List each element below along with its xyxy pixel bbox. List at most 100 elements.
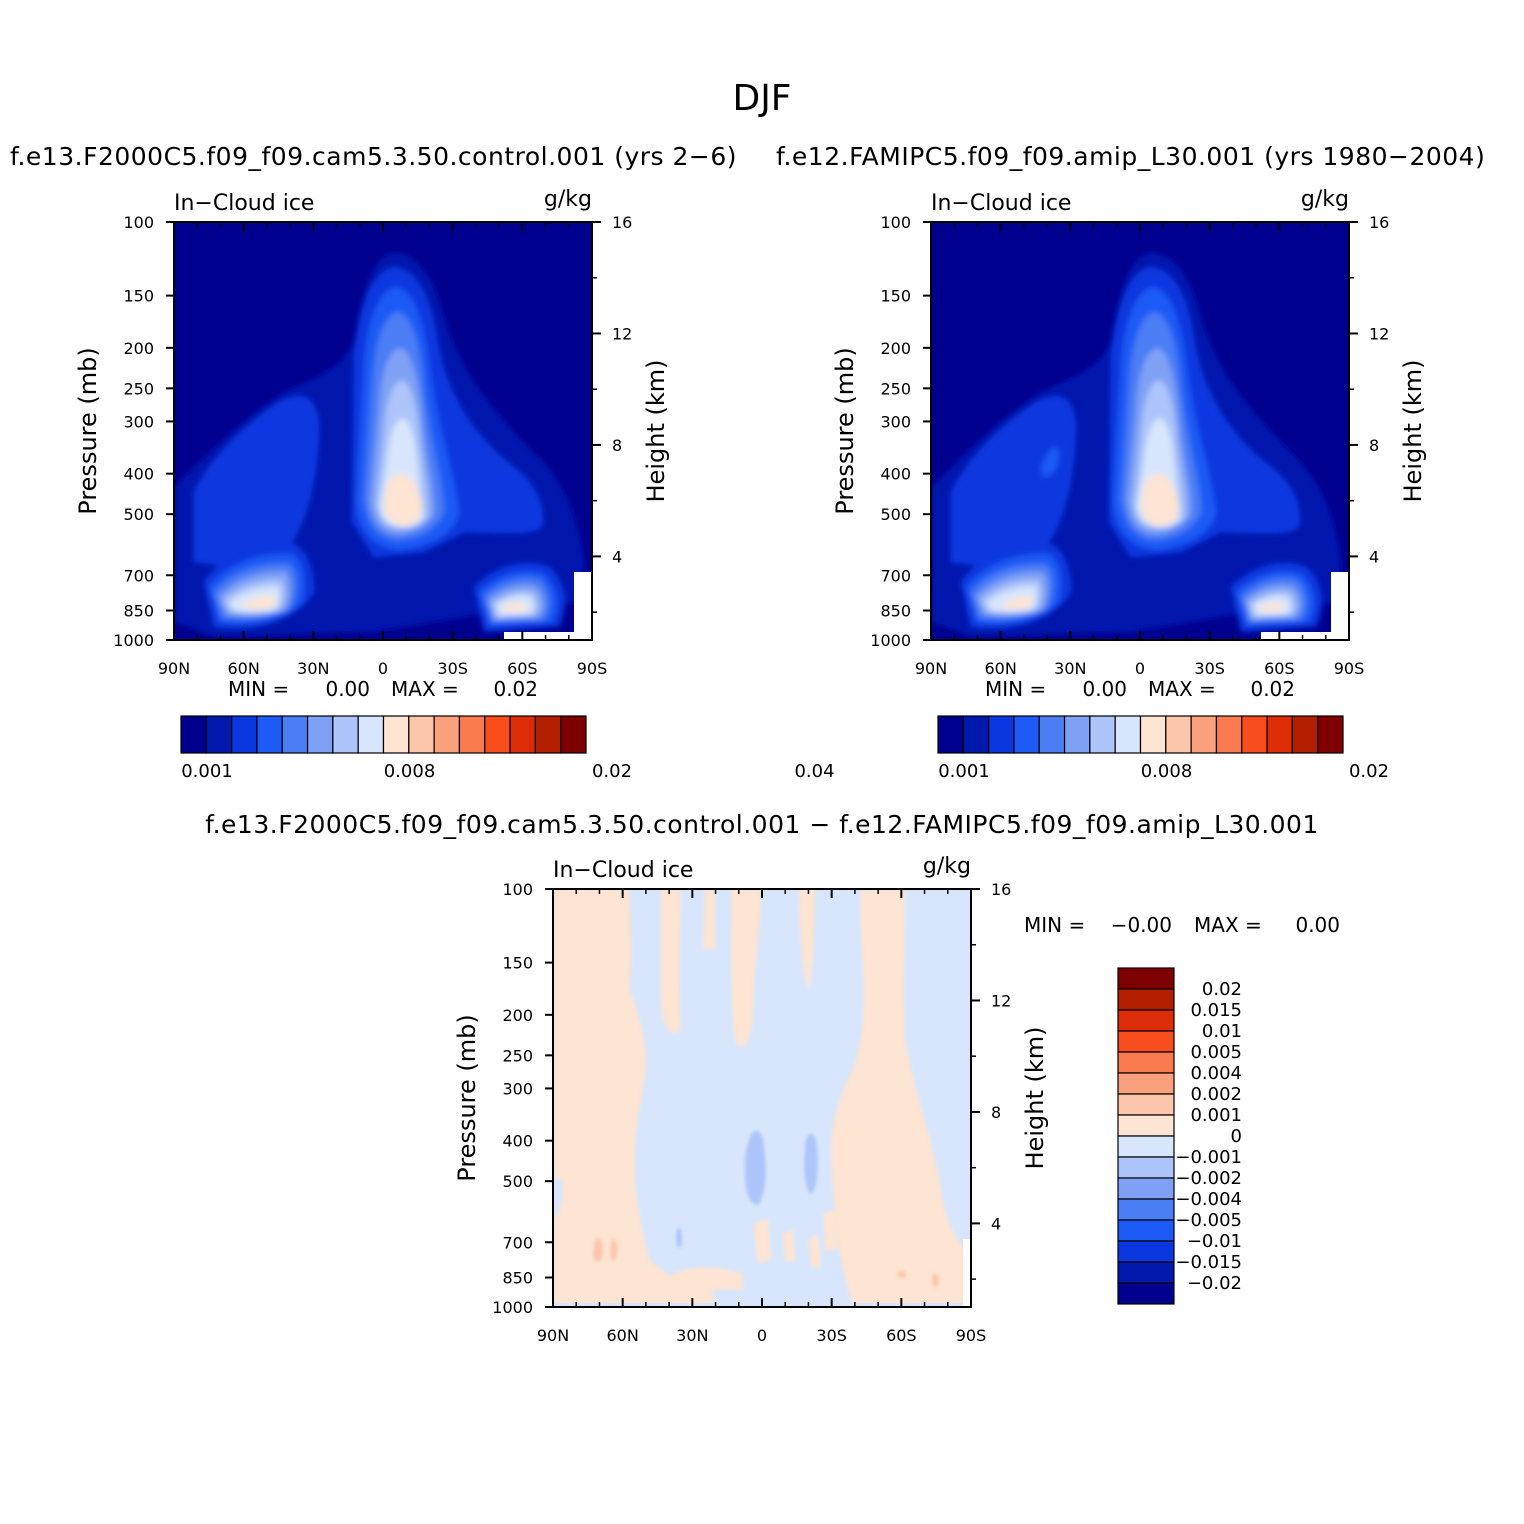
colorbar-swatch (1190, 715, 1218, 754)
colorbar-swatch (1117, 1114, 1175, 1137)
y-tick-label: 100 (123, 213, 154, 232)
max-label: MAX = (1148, 677, 1216, 701)
y-tick-label: 850 (880, 601, 911, 620)
colorbar-tick-label: 0.01 (1202, 1021, 1242, 1042)
max-label: MAX = (1194, 913, 1262, 937)
x-tick-label: 60S (886, 1326, 917, 1345)
colorbar-tick-label: 0.002 (1190, 1084, 1242, 1105)
panel-b-plot: 90N 60N 30N 0 30S 60S 90S 100 150 200 250 300 400 500… (831, 187, 1427, 678)
y-tick-label: 700 (123, 566, 154, 585)
x-tick-label: 90S (1334, 659, 1365, 678)
colorbar-swatch (1215, 715, 1243, 754)
x-tick-label: 60S (1264, 659, 1295, 678)
colorbar-swatch (1291, 715, 1319, 754)
x-tick-label: 30N (676, 1326, 708, 1345)
y-axis-label: Pressure (mb) (831, 347, 859, 514)
right-y-tick-label: 8 (1369, 436, 1379, 455)
panel-c-frame (552, 888, 972, 1308)
panel-a-colorbar: 0.001 0.008 0.02 0.04 (180, 715, 835, 782)
y-tick-label: 250 (502, 1046, 533, 1065)
x-tick-label: 60N (607, 1326, 639, 1345)
x-tick-label: 90S (956, 1326, 987, 1345)
y-tick-label: 1000 (870, 631, 911, 650)
colorbar-swatch (357, 715, 385, 754)
variable-label: In−Cloud ice (931, 191, 1071, 216)
colorbar-swatch (332, 715, 359, 754)
y-axis-label: Pressure (mb) (74, 347, 102, 514)
units-label: g/kg (923, 854, 971, 879)
colorbar-tick-label: −0.005 (1175, 1210, 1242, 1231)
y-tick-label: 500 (123, 505, 154, 524)
colorbar-tick-label: 0.02 (1349, 761, 1389, 782)
y-tick-label: 1000 (492, 1298, 533, 1317)
panel-c-axes: 90N 60N 30N 0 30S 60S 90S 100 150 200 250 300 400 500… (453, 854, 1049, 1345)
colorbar-swatch (382, 715, 410, 754)
x-tick-label: 90N (158, 659, 190, 678)
min-max-labels: MIN = 0.00 MAX = 0.02 MIN = 0.00 MAX = 0.02 MIN … (228, 677, 1340, 937)
panel-b-axes: 90N 60N 30N 0 30S 60S 90S 100 150 200 250 300 400 500… (831, 187, 1427, 678)
colorbar-swatch (534, 715, 562, 754)
panel-a-title: f.e13.F2000C5.f09_f09.cam5.3.50.control.… (10, 142, 738, 171)
x-tick-label: 30S (437, 659, 468, 678)
colorbar-tick-label: 0.001 (181, 761, 233, 782)
colorbar-tick-label: −0.015 (1175, 1252, 1242, 1273)
y-tick-label: 700 (502, 1233, 533, 1252)
min-value: 0.00 (1082, 677, 1127, 701)
colorbar-tick-label: 0.02 (592, 761, 632, 782)
min-value: −0.00 (1111, 913, 1172, 937)
colorbar-swatch (1013, 715, 1040, 754)
y-tick-label: 400 (502, 1132, 533, 1151)
max-label: MAX = (391, 677, 459, 701)
colorbar-swatch (1089, 715, 1116, 754)
right-y-tick-label: 12 (1369, 324, 1389, 343)
y-tick-label: 250 (123, 379, 154, 398)
right-y-tick-label: 12 (612, 324, 632, 343)
colorbar-swatch (1117, 1072, 1175, 1095)
max-value: 0.00 (1295, 913, 1340, 937)
colorbar-tick-label: 0.008 (1141, 761, 1193, 782)
right-y-tick-label: 8 (991, 1103, 1001, 1122)
right-y-tick-label: 16 (991, 880, 1011, 899)
colorbar-tick-label: 0.001 (938, 761, 990, 782)
y-tick-label: 100 (502, 880, 533, 899)
colorbar-swatch (1038, 715, 1066, 754)
right-y-tick-label: 4 (1369, 547, 1379, 566)
colorbar-swatch (180, 715, 207, 754)
min-label: MIN = (985, 677, 1046, 701)
y-tick-label: 150 (123, 287, 154, 306)
colorbar-swatch (1139, 715, 1167, 754)
y-tick-label: 200 (502, 1006, 533, 1025)
colorbar-swatch (1114, 715, 1142, 754)
min-value: 0.00 (325, 677, 370, 701)
y-tick-label: 200 (123, 339, 154, 358)
right-y-tick-label: 4 (612, 547, 622, 566)
y-tick-label: 850 (123, 601, 154, 620)
panel-c-field (553, 889, 971, 1307)
colorbar-tick-label: −0.001 (1175, 1147, 1242, 1168)
colorbar-tick-label: 0.008 (384, 761, 436, 782)
x-tick-label: 0 (1135, 659, 1145, 678)
x-tick-label: 60N (985, 659, 1017, 678)
y-tick-label: 300 (502, 1079, 533, 1098)
panel-a-field (174, 222, 592, 640)
y-tick-label: 300 (880, 412, 911, 431)
y-tick-label: 150 (880, 287, 911, 306)
y-tick-label: 300 (123, 412, 154, 431)
colorbar-swatch (1117, 1198, 1175, 1221)
colorbar-tick-label: 0.04 (794, 761, 834, 782)
colorbar-swatch (458, 715, 486, 754)
colorbar-swatch (1117, 1177, 1175, 1200)
x-tick-label: 30S (816, 1326, 847, 1345)
colorbar-swatch (937, 715, 964, 754)
colorbar-swatch (306, 715, 334, 754)
panel-b-field (931, 222, 1349, 640)
panel-c-colorbar: 0.020.0150.010.0050.0040.0020.0010−0.001… (1117, 967, 1242, 1305)
min-label: MIN = (1024, 913, 1085, 937)
colorbar-swatch (1063, 715, 1091, 754)
max-value: 0.02 (1250, 677, 1295, 701)
colorbar-swatch (1117, 967, 1175, 990)
colorbar-swatch (1117, 1135, 1175, 1158)
colorbar-swatch (1266, 715, 1293, 754)
